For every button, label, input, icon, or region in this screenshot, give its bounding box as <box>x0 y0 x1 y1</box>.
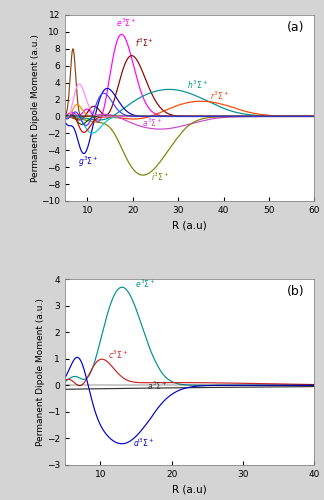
Y-axis label: Permanent Dipole Moment (a.u.): Permanent Dipole Moment (a.u.) <box>36 298 45 446</box>
X-axis label: R (a.u): R (a.u) <box>172 220 207 230</box>
Text: $f^3\Sigma^+$: $f^3\Sigma^+$ <box>135 36 154 49</box>
Text: $g^3\Sigma^+$: $g^3\Sigma^+$ <box>78 155 99 170</box>
Text: $r^3\Sigma^+$: $r^3\Sigma^+$ <box>210 90 229 102</box>
Text: $a^3\Sigma^+$: $a^3\Sigma^+$ <box>147 380 168 392</box>
Text: $h^3\Sigma^+$: $h^3\Sigma^+$ <box>187 79 208 92</box>
Text: $e^3\Sigma^+$: $e^3\Sigma^+$ <box>135 278 155 290</box>
Text: (b): (b) <box>287 284 304 298</box>
X-axis label: R (a.u): R (a.u) <box>172 484 207 494</box>
Text: $i^3\Sigma^+$: $i^3\Sigma^+$ <box>151 170 169 182</box>
Text: (a): (a) <box>287 20 304 34</box>
Text: $d^3\Sigma^+$: $d^3\Sigma^+$ <box>133 436 154 449</box>
Text: $a^3\Sigma^+$: $a^3\Sigma^+$ <box>142 116 163 129</box>
Text: $c^3\Sigma^+$: $c^3\Sigma^+$ <box>108 349 128 362</box>
Y-axis label: Permanent Dipole Moment (a.u.): Permanent Dipole Moment (a.u.) <box>30 34 40 182</box>
Text: $e^3\Sigma^+$: $e^3\Sigma^+$ <box>116 16 136 29</box>
